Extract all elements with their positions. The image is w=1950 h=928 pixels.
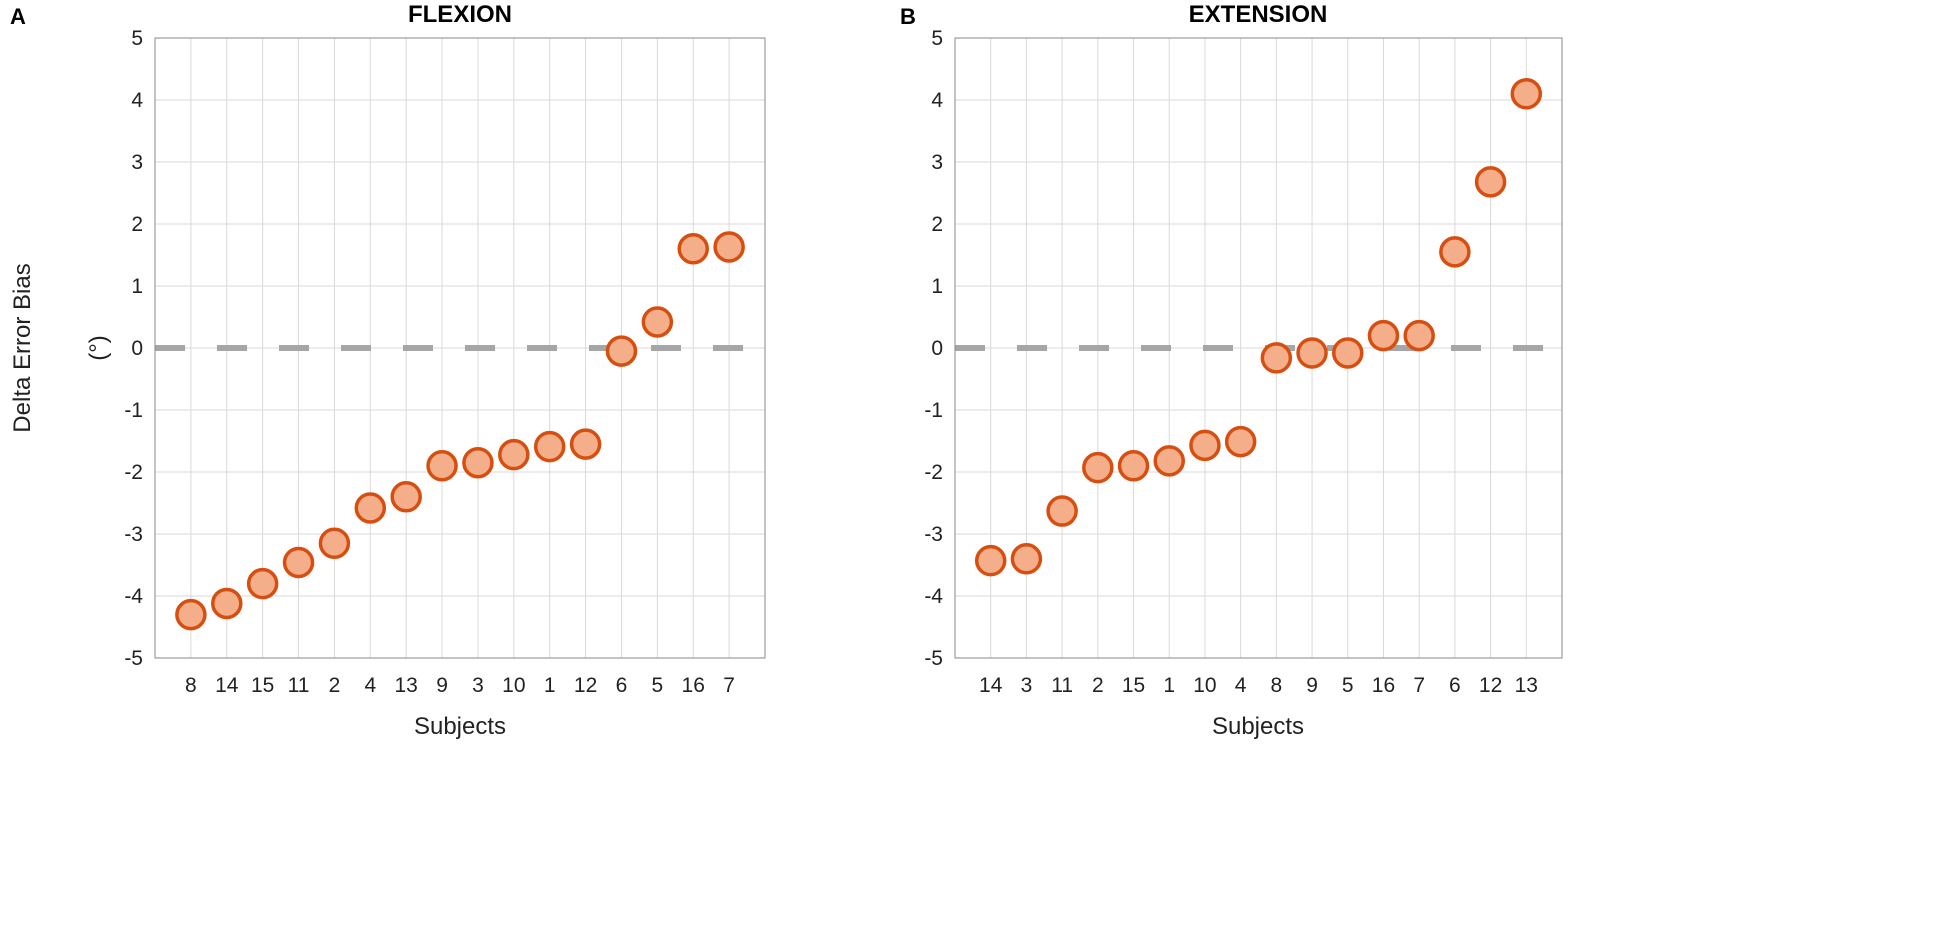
panel-title-flexion: FLEXION xyxy=(408,1,512,28)
x-tick-label-b: 13 xyxy=(1515,674,1538,697)
data-point-subject-2 xyxy=(318,527,351,560)
x-tick-label-b: 5 xyxy=(1342,674,1354,697)
y-axis-label: Delta Error Bias xyxy=(9,263,36,432)
x-tick-label-a: 15 xyxy=(251,674,274,697)
y-tick-label-a: -3 xyxy=(124,523,143,546)
data-point-subject-6 xyxy=(605,335,638,367)
x-tick-label-b: 4 xyxy=(1235,674,1247,697)
data-point-subject-13 xyxy=(1510,78,1543,110)
data-point-subject-10 xyxy=(1189,429,1221,462)
data-point-subject-11 xyxy=(1046,495,1078,527)
y-tick-label-a: 3 xyxy=(131,151,143,174)
y-tick-label-a: 1 xyxy=(131,275,143,298)
x-tick-label-a: 7 xyxy=(723,674,735,697)
y-tick-label-a: 4 xyxy=(131,89,143,112)
data-point-subject-9 xyxy=(426,450,458,482)
x-tick-label-b: 1 xyxy=(1163,674,1175,697)
data-point-subject-13 xyxy=(390,481,422,513)
unit-label-a: (°) xyxy=(85,335,112,361)
data-point-subject-16 xyxy=(677,233,709,265)
x-axis-label-a: Subjects xyxy=(414,713,506,740)
data-point-subject-12 xyxy=(569,428,602,460)
plot-frame-a xyxy=(154,37,766,659)
y-tick-label-b: 0 xyxy=(931,337,943,360)
x-tick-label-b: 3 xyxy=(1021,674,1033,697)
x-tick-label-a: 16 xyxy=(682,674,705,697)
x-tick-label-b: 2 xyxy=(1092,674,1104,697)
data-point-subject-6 xyxy=(1439,236,1471,268)
data-point-subject-15 xyxy=(1117,450,1150,482)
x-tick-label-a: 6 xyxy=(616,674,628,697)
x-tick-label-a: 9 xyxy=(436,674,448,697)
y-tick-label-b: 1 xyxy=(931,275,943,298)
panel-letter-a: A xyxy=(10,4,26,29)
data-point-subject-5 xyxy=(1332,337,1364,369)
y-tick-label-a: -2 xyxy=(124,461,143,484)
x-tick-label-b: 12 xyxy=(1479,674,1502,697)
y-tick-label-a: -1 xyxy=(124,399,143,422)
plot-frame-b xyxy=(954,37,1563,659)
x-tick-label-a: 14 xyxy=(215,674,239,697)
x-tick-label-b: 7 xyxy=(1413,674,1425,697)
y-tick-label-b: -1 xyxy=(924,399,943,422)
panel-flexion: A FLEXION (°) Subjects 543210-1-2-3-4-5 … xyxy=(10,1,766,740)
data-point-subject-3 xyxy=(462,446,494,479)
data-point-subject-8 xyxy=(175,598,207,631)
data-point-subject-7 xyxy=(713,231,745,263)
data-point-subject-12 xyxy=(1474,166,1507,198)
x-tick-label-a: 3 xyxy=(472,674,484,697)
y-tick-label-a: 5 xyxy=(131,27,143,50)
data-point-subject-5 xyxy=(641,306,674,338)
x-tick-label-b: 16 xyxy=(1372,674,1395,697)
x-tick-label-a: 5 xyxy=(652,674,664,697)
data-point-subject-1 xyxy=(1153,445,1185,477)
data-point-subject-16 xyxy=(1367,319,1400,352)
x-tick-label-b: 6 xyxy=(1449,674,1461,697)
y-tick-label-b: 5 xyxy=(931,27,943,50)
x-tick-label-a: 10 xyxy=(502,674,525,697)
data-point-subject-2 xyxy=(1082,451,1114,484)
x-tick-label-b: 10 xyxy=(1193,674,1216,697)
data-point-subject-7 xyxy=(1403,319,1435,352)
x-tick-label-b: 9 xyxy=(1306,674,1318,697)
y-tick-label-b: -2 xyxy=(924,461,943,484)
y-tick-label-a: 0 xyxy=(131,337,143,360)
data-point-subject-3 xyxy=(1010,543,1043,575)
x-tick-label-b: 11 xyxy=(1051,674,1073,697)
y-tick-label-b: 2 xyxy=(931,213,943,236)
x-tick-label-b: 8 xyxy=(1271,674,1283,697)
data-point-subject-11 xyxy=(282,546,315,579)
x-tick-label-a: 11 xyxy=(288,674,310,697)
data-point-subject-1 xyxy=(533,430,566,463)
data-point-subject-4 xyxy=(354,492,387,524)
x-tick-label-a: 13 xyxy=(394,674,417,697)
data-point-subject-9 xyxy=(1296,337,1328,369)
y-tick-label-b: 3 xyxy=(931,151,943,174)
x-tick-label-a: 2 xyxy=(329,674,341,697)
y-tick-label-a: 2 xyxy=(131,213,143,236)
y-tick-label-a: -5 xyxy=(124,647,143,670)
panel-title-extension: EXTENSION xyxy=(1189,1,1328,28)
x-tick-label-a: 4 xyxy=(364,674,376,697)
data-point-subject-14 xyxy=(211,587,243,620)
y-tick-label-a: -4 xyxy=(124,585,143,608)
y-tick-label-b: -4 xyxy=(924,585,943,608)
y-tick-label-b: 4 xyxy=(931,89,943,112)
data-point-subject-14 xyxy=(974,544,1007,577)
x-tick-label-a: 8 xyxy=(185,674,197,697)
y-tick-label-b: -5 xyxy=(924,647,943,670)
data-point-subject-10 xyxy=(498,438,530,471)
x-tick-label-b: 14 xyxy=(979,674,1003,697)
x-tick-label-a: 1 xyxy=(544,674,556,697)
x-axis-label-b: Subjects xyxy=(1212,713,1304,740)
data-point-subject-4 xyxy=(1224,425,1257,458)
x-tick-label-b: 15 xyxy=(1122,674,1145,697)
data-point-subject-15 xyxy=(246,567,279,600)
y-tick-label-b: -3 xyxy=(924,523,943,546)
panel-letter-b: B xyxy=(900,4,916,29)
data-point-subject-8 xyxy=(1260,342,1293,374)
x-tick-label-a: 12 xyxy=(574,674,597,697)
